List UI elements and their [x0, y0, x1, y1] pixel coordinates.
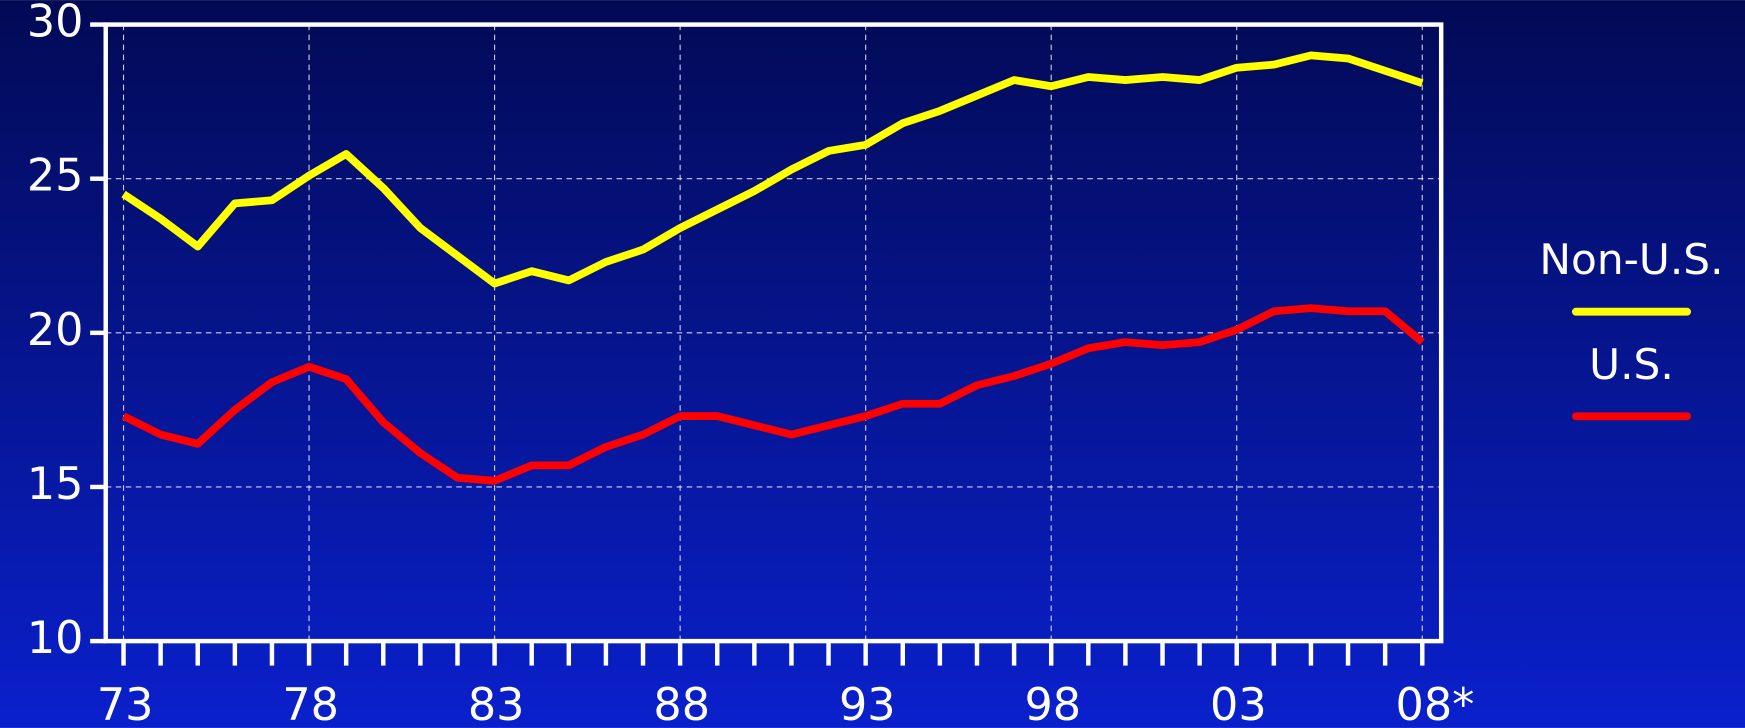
x-tick-label: 93: [839, 680, 896, 728]
legend-label: Non-U.S.: [1539, 235, 1723, 284]
x-tick-label: 88: [653, 680, 710, 728]
x-tick-label: 73: [97, 680, 154, 728]
plot-frame: [103, 22, 1444, 644]
plot-area: 10 15 20 25 30 73 78 83 88 93 98 03 08* Non-U.S. U.S.: [27, 0, 1724, 728]
series-line: [121, 304, 1425, 485]
x-tick-label: 03: [1210, 680, 1267, 728]
y-tick-label: 30: [27, 0, 84, 48]
x-tick-label: 83: [468, 680, 525, 728]
y-tick-label: 15: [27, 459, 84, 510]
x-tick-label: 78: [282, 680, 339, 728]
legend-label: U.S.: [1589, 340, 1674, 389]
y-tick-label: 10: [27, 613, 84, 664]
x-tick-label: 08*: [1396, 680, 1475, 728]
y-tick-label: 20: [27, 305, 84, 356]
x-tick-label: 98: [1024, 680, 1081, 728]
y-tick-label: 25: [27, 151, 84, 202]
series-line: [121, 51, 1424, 288]
